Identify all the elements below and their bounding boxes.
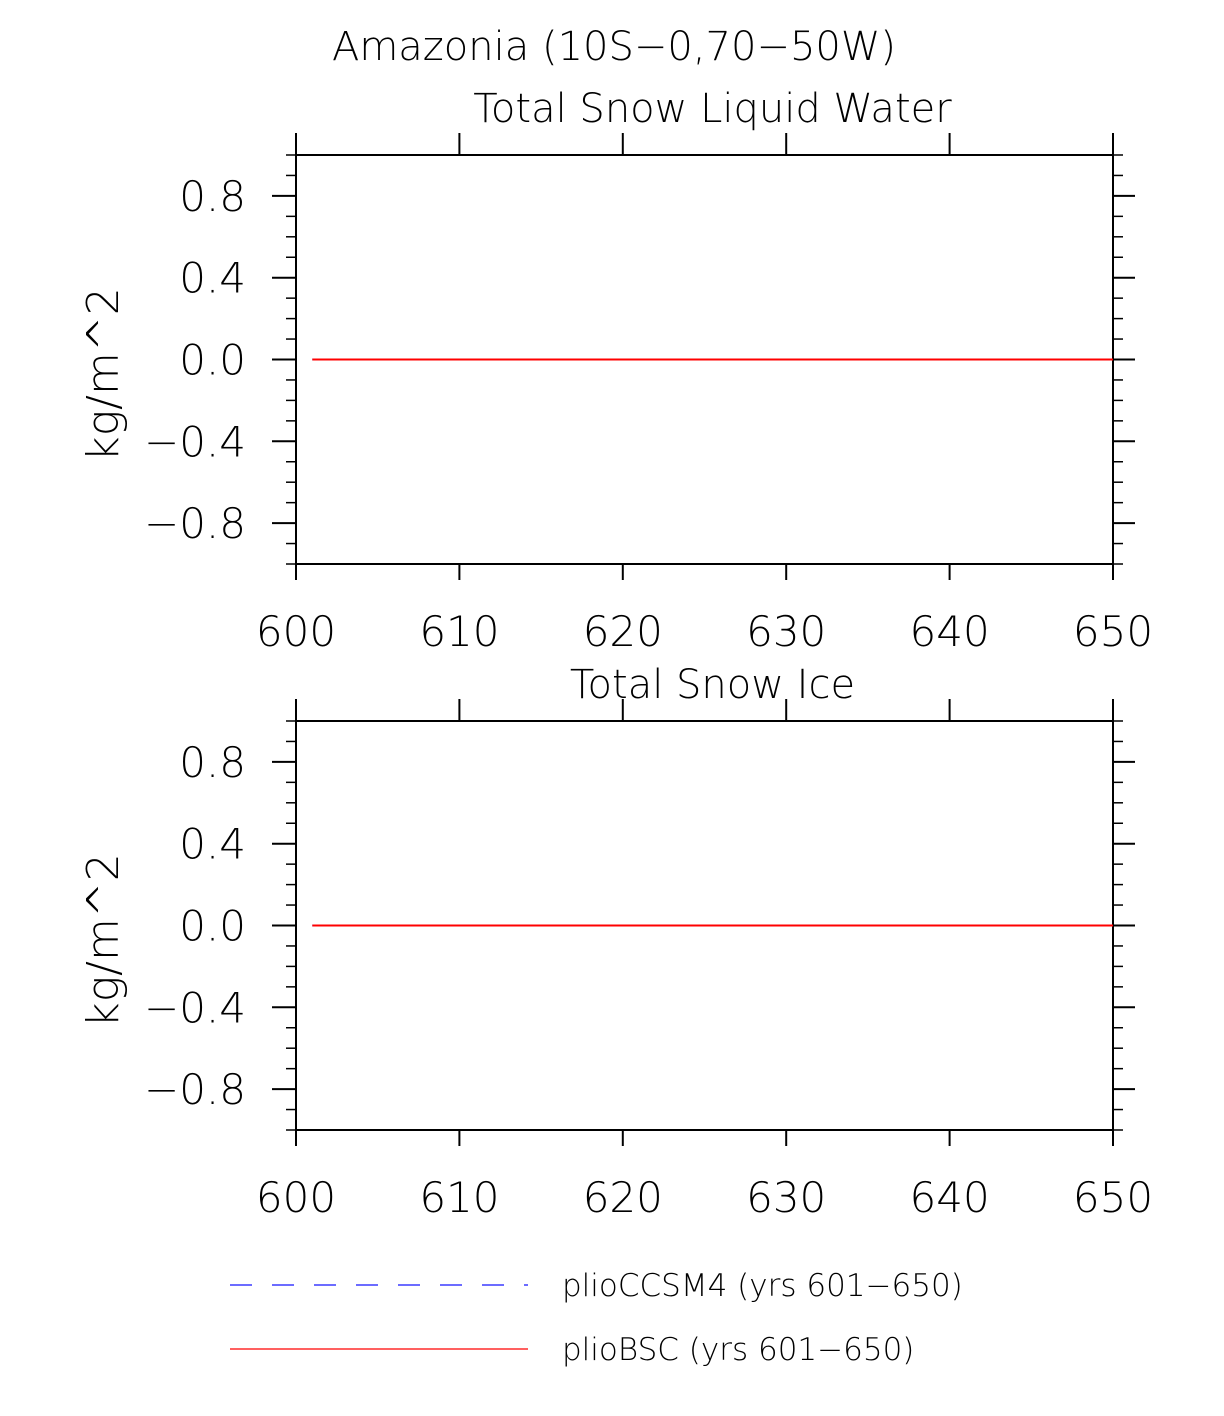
y-tick-label: 0.4: [179, 254, 246, 303]
x-tick-label: 650: [1073, 607, 1153, 656]
y-tick-label: −0.8: [144, 499, 246, 548]
y-tick-label: 0.8: [179, 172, 246, 221]
panel-title: Total Snow Ice: [570, 662, 855, 708]
x-tick-label: 640: [910, 607, 990, 656]
y-tick-label: −0.8: [144, 1065, 246, 1114]
x-tick-label: 630: [746, 1173, 826, 1222]
x-tick-label: 600: [256, 1173, 336, 1222]
y-tick-label: −0.4: [144, 983, 246, 1032]
x-tick-label: 610: [419, 607, 499, 656]
x-tick-label: 610: [419, 1173, 499, 1222]
x-tick-label: 600: [256, 607, 336, 656]
plots: Total Snow Liquid Water 600 610 620 630 640 65…: [78, 86, 1153, 1222]
y-axis-label: kg/m^2: [78, 287, 129, 461]
y-tick-label: 0.8: [179, 738, 246, 787]
figure-title: Amazonia (10S−0,70−50W): [332, 24, 896, 70]
y-tick-label: −0.4: [144, 417, 246, 466]
panel-title: Total Snow Liquid Water: [473, 86, 952, 132]
legend-label: plioBSC (yrs 601−650): [562, 1332, 914, 1368]
panel-1: Total Snow Liquid Water 600 610 620 630 640 65…: [78, 86, 1153, 656]
x-tick-label: 630: [746, 607, 826, 656]
x-tick-label: 620: [583, 607, 663, 656]
y-tick-label: 0.0: [179, 902, 246, 951]
legend: plioCCSM4 (yrs 601−650) plioBSC (yrs 601−…: [230, 1268, 963, 1368]
panel-2: Total Snow Ice 600 610 620 630 640 650 0.8 0.4 0.…: [78, 662, 1153, 1222]
x-tick-label: 620: [583, 1173, 663, 1222]
x-tick-label: 640: [910, 1173, 990, 1222]
x-tick-label: 650: [1073, 1173, 1153, 1222]
legend-label: plioCCSM4 (yrs 601−650): [562, 1268, 963, 1304]
y-tick-label: 0.0: [179, 336, 246, 385]
y-axis-label: kg/m^2: [78, 853, 129, 1027]
y-tick-label: 0.4: [179, 820, 246, 869]
